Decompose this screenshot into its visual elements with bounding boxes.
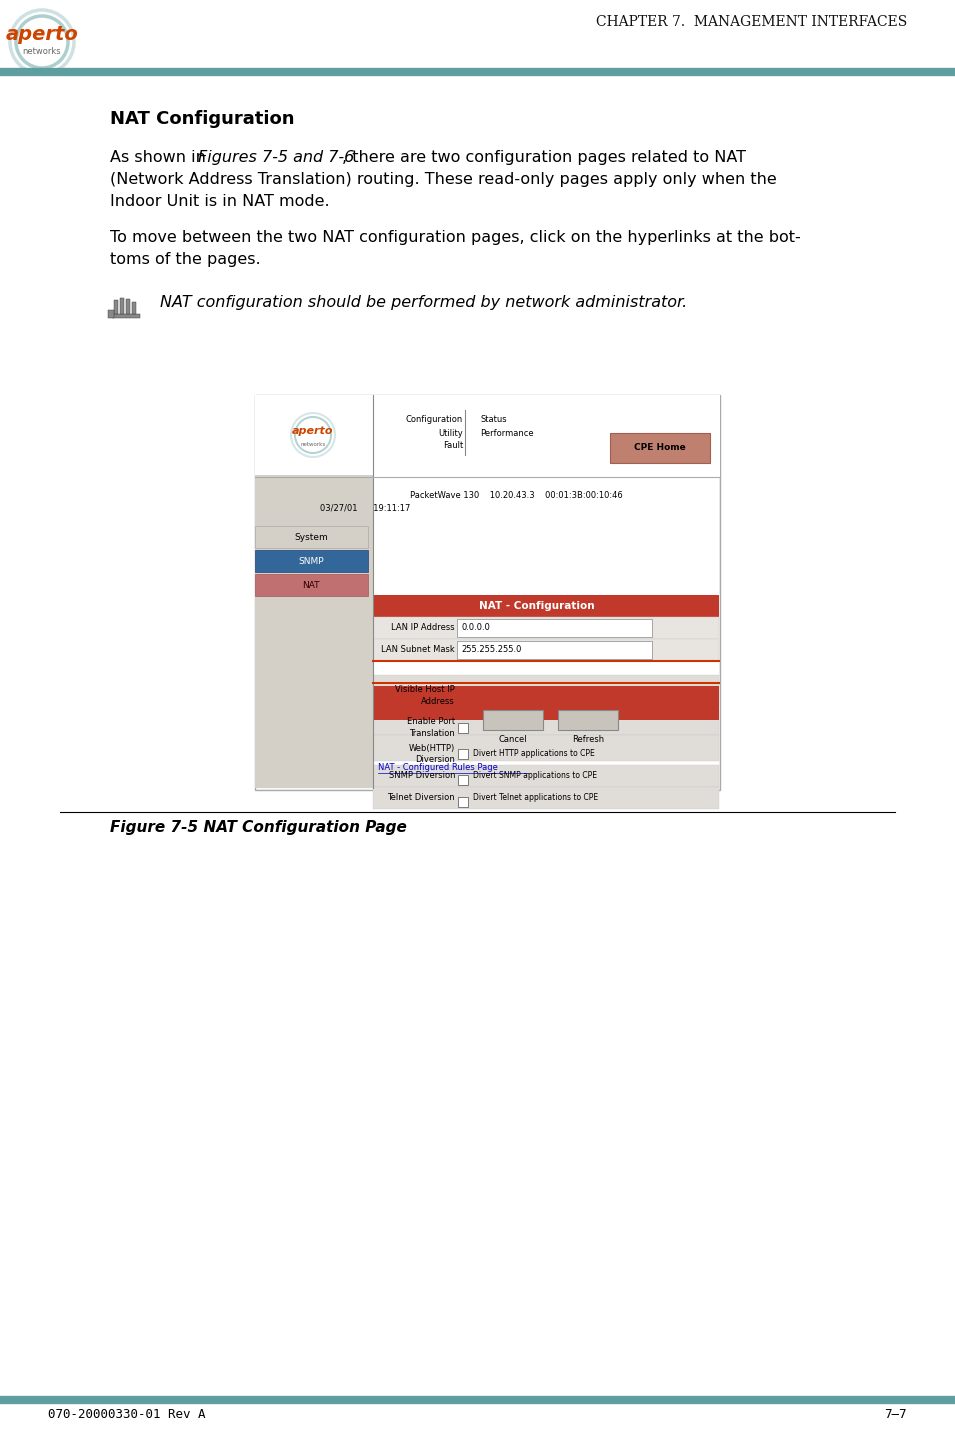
Text: Figures 7-5 and 7-6: Figures 7-5 and 7-6	[198, 150, 354, 165]
Text: Utility: Utility	[438, 429, 463, 438]
Bar	[255, 396, 720, 477]
Bar	[255, 396, 720, 790]
Text: toms of the pages.: toms of the pages.	[110, 253, 261, 267]
Text: PacketWave 130    10.20.43.3    00:01:3B:00:10:46: PacketWave 130 10.20.43.3 00:01:3B:00:10…	[410, 491, 623, 500]
Bar	[120, 297, 124, 313]
Bar	[558, 710, 618, 731]
Bar	[255, 550, 368, 572]
Text: 0.0.0.0: 0.0.0.0	[461, 624, 490, 632]
Text: Divert Telnet applications to CPE: Divert Telnet applications to CPE	[473, 794, 598, 803]
Text: Diversion: Diversion	[415, 755, 455, 764]
Text: aperto: aperto	[292, 426, 333, 436]
Bar	[112, 313, 140, 318]
Text: Enable Port: Enable Port	[407, 718, 455, 726]
Bar	[373, 674, 719, 705]
Text: Divert SNMP applications to CPE: Divert SNMP applications to CPE	[473, 771, 597, 781]
Text: Refresh: Refresh	[572, 735, 605, 745]
Text: NAT - Configured Rules Page: NAT - Configured Rules Page	[378, 764, 498, 773]
Bar	[458, 749, 468, 760]
Text: NAT configuration should be performed by network administrator.: NAT configuration should be performed by…	[160, 295, 688, 310]
Text: Telnet Diversion: Telnet Diversion	[388, 794, 455, 803]
Text: Address: Address	[421, 697, 455, 706]
Text: Visible Host IP: Visible Host IP	[395, 686, 455, 695]
Text: 070-20000330-01 Rev A: 070-20000330-01 Rev A	[48, 1408, 205, 1421]
Text: As shown in: As shown in	[110, 150, 211, 165]
Bar	[114, 300, 118, 313]
Text: NAT Configuration: NAT Configuration	[110, 110, 294, 129]
Text: System: System	[294, 533, 328, 542]
Bar	[255, 575, 368, 596]
Bar	[458, 775, 468, 786]
Text: networks: networks	[23, 48, 61, 56]
Text: Configuration: Configuration	[406, 416, 463, 425]
Text: Status: Status	[480, 416, 506, 425]
Text: Divert HTTP applications to CPE: Divert HTTP applications to CPE	[473, 748, 595, 758]
Text: SNMP Diversion: SNMP Diversion	[389, 771, 455, 781]
Text: Translation: Translation	[410, 729, 455, 738]
Text: 7–7: 7–7	[884, 1408, 907, 1421]
Text: Fault: Fault	[443, 442, 463, 451]
Text: 03/27/01      19:11:17: 03/27/01 19:11:17	[320, 504, 410, 513]
Text: Performance: Performance	[480, 429, 534, 438]
Text: Web(HTTP): Web(HTTP)	[409, 744, 455, 752]
Text: 255.255.255.0: 255.255.255.0	[461, 645, 521, 654]
Text: Figure 7-5: Figure 7-5	[110, 820, 198, 835]
Bar	[458, 723, 468, 734]
Bar	[373, 787, 719, 809]
Bar	[373, 765, 719, 787]
Text: Cancel: Cancel	[499, 735, 527, 745]
Bar	[457, 619, 652, 637]
Text: , there are two configuration pages related to NAT: , there are two configuration pages rela…	[342, 150, 746, 165]
Bar	[255, 526, 368, 549]
Circle shape	[20, 20, 64, 64]
Bar	[483, 710, 543, 731]
Text: (Network Address Translation) routing. These read-only pages apply only when the: (Network Address Translation) routing. T…	[110, 172, 776, 188]
Bar	[132, 302, 136, 313]
Bar	[373, 709, 719, 735]
Bar	[458, 797, 468, 807]
Bar	[373, 640, 719, 661]
Bar	[373, 735, 719, 761]
Bar	[610, 433, 710, 464]
Text: LAN Subnet Mask: LAN Subnet Mask	[381, 645, 455, 654]
Text: NAT - Configuration: NAT - Configuration	[478, 601, 594, 611]
Text: NAT Configuration Page: NAT Configuration Page	[172, 820, 407, 835]
Text: networks: networks	[301, 442, 326, 448]
Bar	[373, 475, 719, 788]
Bar	[126, 299, 130, 313]
Bar	[108, 310, 114, 318]
Bar	[373, 683, 719, 721]
Bar	[457, 687, 652, 703]
Bar	[255, 475, 373, 788]
Text: CHAPTER 7.  MANAGEMENT INTERFACES: CHAPTER 7. MANAGEMENT INTERFACES	[596, 14, 907, 29]
Bar	[373, 686, 719, 721]
Text: CPE Home: CPE Home	[634, 443, 686, 452]
Text: To move between the two NAT configuration pages, click on the hyperlinks at the : To move between the two NAT configuratio…	[110, 230, 800, 245]
Text: SNMP: SNMP	[298, 556, 324, 566]
Bar	[457, 641, 652, 658]
Text: aperto: aperto	[6, 26, 78, 45]
Bar	[373, 617, 719, 640]
Text: NAT: NAT	[302, 580, 320, 589]
Bar	[373, 595, 719, 617]
Text: LAN IP Address: LAN IP Address	[392, 624, 455, 632]
Text: Indoor Unit is in NAT mode.: Indoor Unit is in NAT mode.	[110, 193, 329, 209]
Circle shape	[297, 419, 329, 451]
